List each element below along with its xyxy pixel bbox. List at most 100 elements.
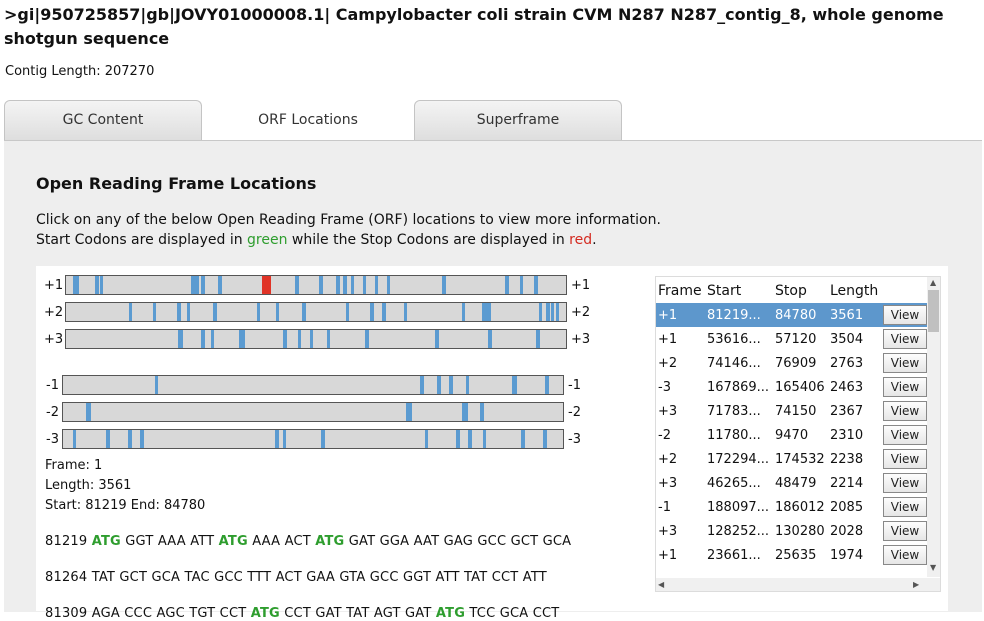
table-row[interactable]: +3 71783... 74150 2367 View: [656, 399, 933, 423]
orf-block[interactable]: [345, 303, 350, 321]
view-button[interactable]: View: [883, 305, 927, 325]
orf-block[interactable]: [456, 430, 460, 448]
orf-block[interactable]: [283, 330, 287, 348]
orf-block[interactable]: [94, 276, 99, 294]
orf-block[interactable]: [256, 303, 261, 321]
orf-block[interactable]: [140, 430, 144, 448]
orf-block[interactable]: [468, 430, 472, 448]
orf-block[interactable]: [128, 430, 132, 448]
orf-block[interactable]: [295, 276, 299, 294]
orf-block[interactable]: [461, 303, 466, 321]
table-row[interactable]: +3 46265... 48479 2214 View: [656, 471, 933, 495]
orf-block[interactable]: [201, 330, 205, 348]
orf-block[interactable]: [302, 303, 307, 321]
scroll-right-arrow-icon[interactable]: ▶: [913, 580, 920, 589]
orf-block[interactable]: [72, 430, 77, 448]
orf-block[interactable]: [538, 303, 543, 321]
orf-block[interactable]: [374, 276, 379, 294]
orf-block[interactable]: [521, 430, 525, 448]
scroll-down-arrow-icon[interactable]: ▼: [930, 563, 937, 572]
col-frame[interactable]: Frame: [658, 283, 702, 299]
orf-block[interactable]: [275, 430, 279, 448]
orf-block[interactable]: [545, 376, 550, 394]
orf-block[interactable]: [420, 376, 424, 394]
orf-block-selected[interactable]: [261, 276, 271, 294]
orf-block[interactable]: [217, 276, 222, 294]
orf-block[interactable]: [213, 303, 217, 321]
orf-block[interactable]: [369, 303, 374, 321]
orf-block[interactable]: [488, 330, 492, 348]
orf-block[interactable]: [550, 303, 555, 321]
orf-block[interactable]: [424, 430, 429, 448]
orf-block[interactable]: [362, 276, 367, 294]
orf-block[interactable]: [282, 430, 287, 448]
orf-block[interactable]: [309, 330, 314, 348]
orf-block[interactable]: [177, 330, 183, 348]
col-start[interactable]: Start: [707, 283, 742, 299]
view-button[interactable]: View: [883, 545, 927, 565]
orf-block[interactable]: [326, 330, 331, 348]
table-row[interactable]: +2 74146... 76909 2763 View: [656, 351, 933, 375]
table-row[interactable]: -3 167869... 165406 2463 View: [656, 375, 933, 399]
orf-block[interactable]: [85, 403, 92, 421]
orf-block[interactable]: [186, 303, 191, 321]
orf-block[interactable]: [106, 430, 111, 448]
orf-block[interactable]: [239, 330, 245, 348]
table-horizontal-scrollbar[interactable]: [656, 578, 940, 591]
orf-block[interactable]: [154, 376, 159, 394]
col-length[interactable]: Length: [830, 283, 879, 299]
table-row[interactable]: -1 188097... 186012 2085 View: [656, 495, 933, 519]
orf-block[interactable]: [365, 330, 369, 348]
view-button[interactable]: View: [883, 401, 927, 421]
view-button[interactable]: View: [883, 377, 927, 397]
orf-block[interactable]: [442, 276, 446, 294]
scroll-left-arrow-icon[interactable]: ◀: [658, 580, 665, 589]
table-vertical-scrollbar[interactable]: [927, 277, 940, 577]
orf-block[interactable]: [210, 330, 215, 348]
orf-block[interactable]: [336, 276, 340, 294]
tab-orf-locations[interactable]: ORF Locations: [202, 100, 414, 140]
orf-block[interactable]: [435, 330, 439, 348]
orf-block[interactable]: [436, 376, 441, 394]
table-row[interactable]: +3 128252... 130280 2028 View: [656, 519, 933, 543]
table-row[interactable]: +1 81219... 84780 3561 View: [656, 303, 933, 327]
tab-superframe[interactable]: Superframe: [414, 100, 622, 140]
view-button[interactable]: View: [883, 449, 927, 469]
orf-block[interactable]: [546, 303, 550, 321]
orf-block[interactable]: [191, 276, 199, 294]
tab-gc-content[interactable]: GC Content: [4, 100, 202, 140]
orf-block[interactable]: [480, 403, 484, 421]
view-button[interactable]: View: [883, 521, 927, 541]
view-button[interactable]: View: [883, 329, 927, 349]
orf-block[interactable]: [519, 276, 524, 294]
orf-block[interactable]: [543, 430, 547, 448]
table-row[interactable]: +1 23661... 25635 1974 View: [656, 543, 933, 567]
orf-block[interactable]: [505, 276, 509, 294]
orf-block[interactable]: [536, 330, 540, 348]
orf-block[interactable]: [128, 303, 133, 321]
scroll-up-arrow-icon[interactable]: ▲: [930, 278, 937, 287]
orf-block[interactable]: [297, 330, 302, 348]
orf-block[interactable]: [176, 303, 181, 321]
orf-block[interactable]: [73, 276, 80, 294]
view-button[interactable]: View: [883, 425, 927, 445]
table-row[interactable]: +2 172294... 174532 2238 View: [656, 447, 933, 471]
orf-block[interactable]: [533, 276, 538, 294]
orf-block[interactable]: [350, 276, 355, 294]
orf-block[interactable]: [465, 376, 470, 394]
table-scroll-thumb[interactable]: [928, 290, 939, 332]
orf-block[interactable]: [382, 303, 386, 321]
orf-block[interactable]: [343, 276, 348, 294]
orf-block[interactable]: [482, 430, 487, 448]
table-row[interactable]: +1 53616... 57120 3504 View: [656, 327, 933, 351]
orf-block[interactable]: [555, 303, 560, 321]
orf-block[interactable]: [462, 403, 468, 421]
orf-block[interactable]: [448, 376, 453, 394]
view-button[interactable]: View: [883, 353, 927, 373]
table-row[interactable]: -2 11780... 9470 2310 View: [656, 423, 933, 447]
view-button[interactable]: View: [883, 473, 927, 493]
orf-block[interactable]: [511, 376, 517, 394]
orf-block[interactable]: [319, 276, 323, 294]
orf-block[interactable]: [403, 303, 408, 321]
view-button[interactable]: View: [883, 497, 927, 517]
